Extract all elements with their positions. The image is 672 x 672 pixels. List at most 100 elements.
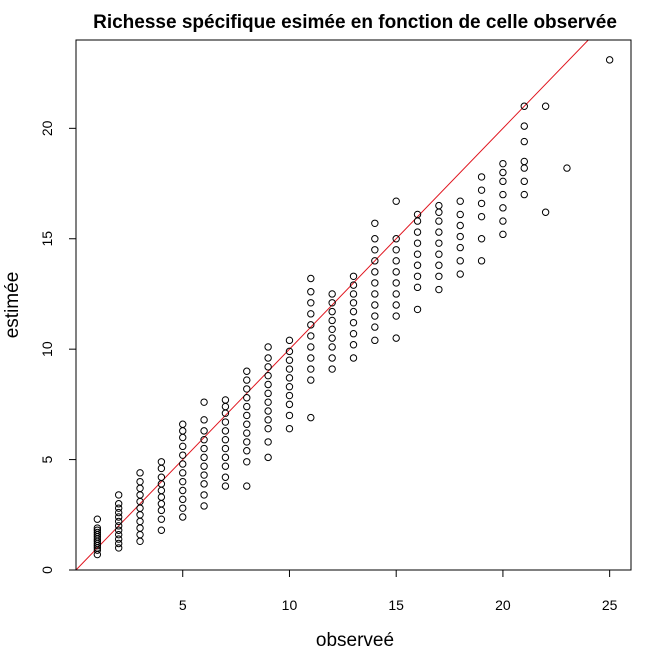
data-point <box>349 290 358 298</box>
y-tick-label: 5 <box>39 455 55 463</box>
data-point <box>371 279 379 287</box>
data-point <box>264 380 272 389</box>
data-point <box>328 343 336 351</box>
data-point <box>371 246 379 254</box>
data-point <box>179 513 187 521</box>
data-point <box>435 285 443 294</box>
data-point <box>307 321 315 329</box>
data-point <box>435 217 443 225</box>
data-point <box>179 451 187 459</box>
data-point <box>435 201 443 210</box>
y-axis-label: estimée <box>2 272 23 339</box>
identity-line <box>76 40 590 570</box>
data-point <box>307 365 315 373</box>
data-point <box>499 230 507 239</box>
data-point <box>200 480 208 488</box>
data-point <box>221 473 230 481</box>
data-point <box>157 526 166 534</box>
data-point <box>477 186 486 194</box>
data-point <box>456 197 464 205</box>
data-point <box>307 332 315 340</box>
data-point <box>413 228 422 236</box>
data-point <box>541 102 550 110</box>
data-point <box>499 159 507 168</box>
data-point <box>541 208 550 216</box>
data-point <box>499 204 507 212</box>
data-point <box>328 334 336 342</box>
data-point <box>349 341 358 349</box>
data-point <box>307 274 315 283</box>
x-tick-label: 15 <box>388 597 404 613</box>
data-point <box>371 312 379 320</box>
data-point <box>243 394 251 402</box>
data-point <box>200 444 208 453</box>
data-point <box>563 164 571 172</box>
data-point <box>179 460 187 468</box>
data-point <box>392 197 400 205</box>
data-point <box>157 458 166 466</box>
data-point <box>200 427 208 435</box>
data-point <box>499 177 507 186</box>
data-point <box>307 288 315 296</box>
data-point <box>243 458 251 466</box>
data-point <box>200 491 208 499</box>
data-point <box>243 429 251 437</box>
data-point <box>328 290 336 298</box>
data-point <box>456 210 464 219</box>
data-point <box>371 219 379 227</box>
data-point <box>221 427 230 435</box>
data-point <box>243 385 251 393</box>
data-point <box>179 486 187 495</box>
data-point <box>285 365 294 373</box>
data-point <box>264 438 272 446</box>
data-point <box>243 376 251 384</box>
data-point <box>221 482 230 490</box>
data-point <box>371 268 379 276</box>
data-point <box>179 442 187 451</box>
data-point <box>456 221 464 230</box>
data-point <box>520 157 528 166</box>
data-point <box>114 508 123 517</box>
data-point <box>114 544 123 552</box>
data-point <box>349 281 358 289</box>
data-point <box>285 383 294 391</box>
plot-frame <box>75 39 632 571</box>
data-point <box>392 334 400 342</box>
data-point <box>157 473 166 481</box>
data-point <box>179 504 187 512</box>
data-point <box>435 261 443 269</box>
x-tick-label: 25 <box>602 597 618 613</box>
data-point <box>371 336 379 345</box>
data-point <box>264 424 272 433</box>
data-point <box>285 356 294 364</box>
data-point <box>520 177 528 186</box>
data-point <box>200 398 208 406</box>
data-point <box>221 444 230 453</box>
data-point <box>285 347 294 356</box>
data-point <box>520 190 528 199</box>
data-point <box>499 190 507 199</box>
data-point <box>307 354 315 362</box>
x-tick-label: 10 <box>282 597 298 613</box>
data-point <box>285 374 294 382</box>
data-point <box>413 261 422 269</box>
data-point <box>285 336 294 345</box>
data-point <box>392 301 400 309</box>
data-point <box>413 272 422 280</box>
data-point <box>114 500 123 508</box>
data-point <box>200 416 208 424</box>
data-point <box>264 398 272 406</box>
data-point <box>371 290 379 298</box>
data-point <box>114 517 123 526</box>
data-point <box>200 453 208 462</box>
y-tick-label: 10 <box>39 341 55 357</box>
data-point <box>307 343 315 351</box>
data-point <box>392 312 400 320</box>
data-point <box>264 363 272 371</box>
data-point <box>221 418 230 426</box>
data-point <box>221 453 230 462</box>
data-point <box>328 307 336 316</box>
data-point <box>328 325 336 333</box>
x-tick-label: 5 <box>179 597 187 613</box>
